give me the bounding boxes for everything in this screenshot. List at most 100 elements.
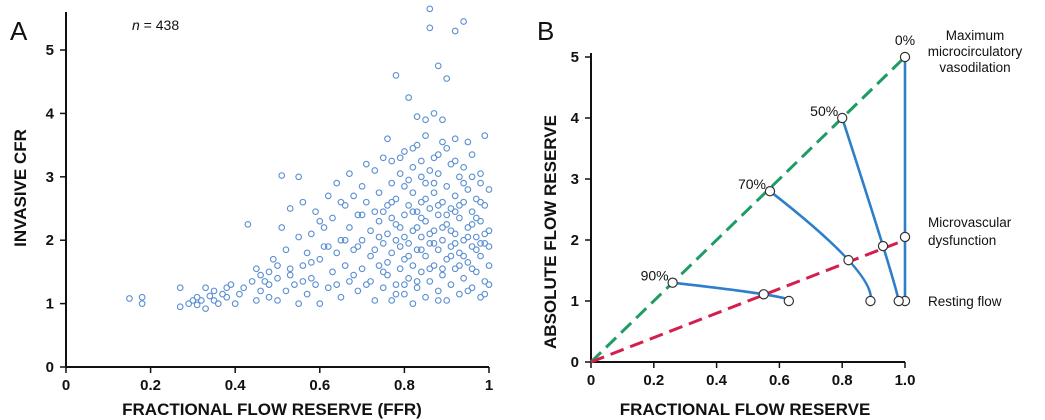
scatter-point (210, 297, 218, 304)
scatter-point (439, 236, 446, 244)
scatter-point (422, 132, 429, 139)
scatter-point (379, 154, 387, 162)
scatter-point (350, 271, 357, 279)
scatter-point (417, 246, 425, 254)
scatter-point (447, 205, 455, 212)
scatter-point (278, 224, 286, 231)
scatter-point (350, 246, 357, 254)
scatter-point (451, 208, 459, 216)
scatter-point (439, 116, 446, 124)
curve-marker (783, 295, 795, 307)
scatter-point (189, 297, 197, 304)
scatter-point (396, 170, 404, 178)
scatter-point (341, 201, 349, 209)
scatter-point (295, 233, 303, 241)
scatter-point (477, 170, 484, 178)
scatter-point (307, 274, 315, 282)
scatter-point (316, 300, 324, 307)
scatter-point (138, 293, 146, 301)
annotation-max-vasodilation: Maximum microcirculatory vasodilation (928, 28, 1023, 75)
curve-marker (667, 277, 678, 288)
scatter-point (346, 170, 353, 178)
percent-label: 50% (810, 103, 838, 119)
scatter-point (379, 240, 387, 247)
scatter-point (413, 278, 421, 285)
scatter-point (422, 293, 429, 301)
scatter-point (384, 135, 391, 143)
scatter-point (468, 173, 476, 181)
scatter-point (231, 300, 239, 307)
scatter-point (426, 167, 434, 174)
scatter-point (417, 268, 425, 276)
panel-b-x-tick-label: 0.2 (643, 372, 664, 389)
scatter-point (447, 160, 455, 168)
panel-b-y-tick-label: 2 (571, 232, 579, 249)
scatter-point (278, 172, 286, 179)
scatter-point (202, 305, 209, 313)
panel-b-x-tick-label: 0.4 (706, 372, 728, 389)
panel-b-x-tick-label: 0.6 (769, 372, 790, 389)
scatter-point (392, 72, 400, 79)
panel-a-y-tick-label: 2 (46, 232, 54, 249)
panel-a-x-tick-label: 0.4 (225, 377, 247, 394)
scatter-point (312, 208, 319, 216)
scatter-point (299, 262, 307, 269)
scatter-point (456, 214, 463, 222)
scatter-point (350, 192, 357, 200)
scatter-point (426, 24, 434, 32)
scatter-point (303, 249, 311, 257)
panel-b-y-tick-label: 3 (571, 171, 579, 188)
scatter-point (413, 284, 421, 292)
scatter-point (468, 208, 476, 216)
scatter-point (176, 284, 184, 292)
scatter-point (460, 198, 467, 206)
scatter-point (413, 208, 421, 216)
scatter-point (439, 138, 446, 146)
scatter-point (447, 227, 455, 235)
scatter-point (460, 163, 467, 171)
scatter-point (434, 287, 442, 295)
scatter-point (299, 198, 307, 206)
scatter-point (384, 259, 391, 266)
scatter-point (477, 198, 484, 206)
scatter-point (396, 154, 404, 162)
scatter-point (443, 255, 451, 263)
flow-curve (769, 190, 873, 302)
scatter-point (422, 217, 429, 225)
scatter-point (422, 252, 429, 260)
scatter-point (439, 198, 446, 206)
scatter-point (388, 214, 396, 222)
panel-a-x-tick-label: 0.6 (309, 377, 330, 394)
scatter-point (417, 157, 425, 165)
scatter-point (371, 208, 379, 216)
red-dash-line (590, 238, 906, 364)
scatter-point (396, 224, 404, 231)
scatter-point (362, 281, 370, 288)
scatter-point (485, 227, 493, 235)
scatter-point (426, 278, 434, 285)
annotation-max-line1: Maximum (946, 28, 1005, 43)
panel-b-y-tick-label: 4 (571, 110, 580, 127)
scatter-point (316, 255, 324, 263)
scatter-point (257, 271, 264, 279)
scatter-point (244, 221, 252, 228)
scatter-point (223, 284, 231, 292)
scatter-point (324, 192, 332, 200)
scatter-point (456, 173, 463, 181)
scatter-point (248, 278, 256, 285)
scatter-point (409, 144, 417, 152)
scatter-point (405, 176, 412, 184)
scatter-point (405, 94, 412, 101)
scatter-point (371, 246, 379, 254)
scatter-point (269, 255, 277, 263)
annotation-max-line2: microcirculatory (928, 44, 1023, 59)
scatter-point (375, 217, 383, 225)
panel-a-x-tick-label: 0.8 (394, 377, 415, 394)
scatter-point (236, 290, 243, 298)
scatter-point (430, 262, 438, 269)
scatter-point (477, 252, 484, 260)
panel-a-y-title: INVASIVE CFR (11, 129, 30, 247)
scatter-point (409, 163, 417, 171)
panel-a-y-tick-label: 0 (46, 359, 54, 376)
scatter-point (138, 300, 146, 307)
